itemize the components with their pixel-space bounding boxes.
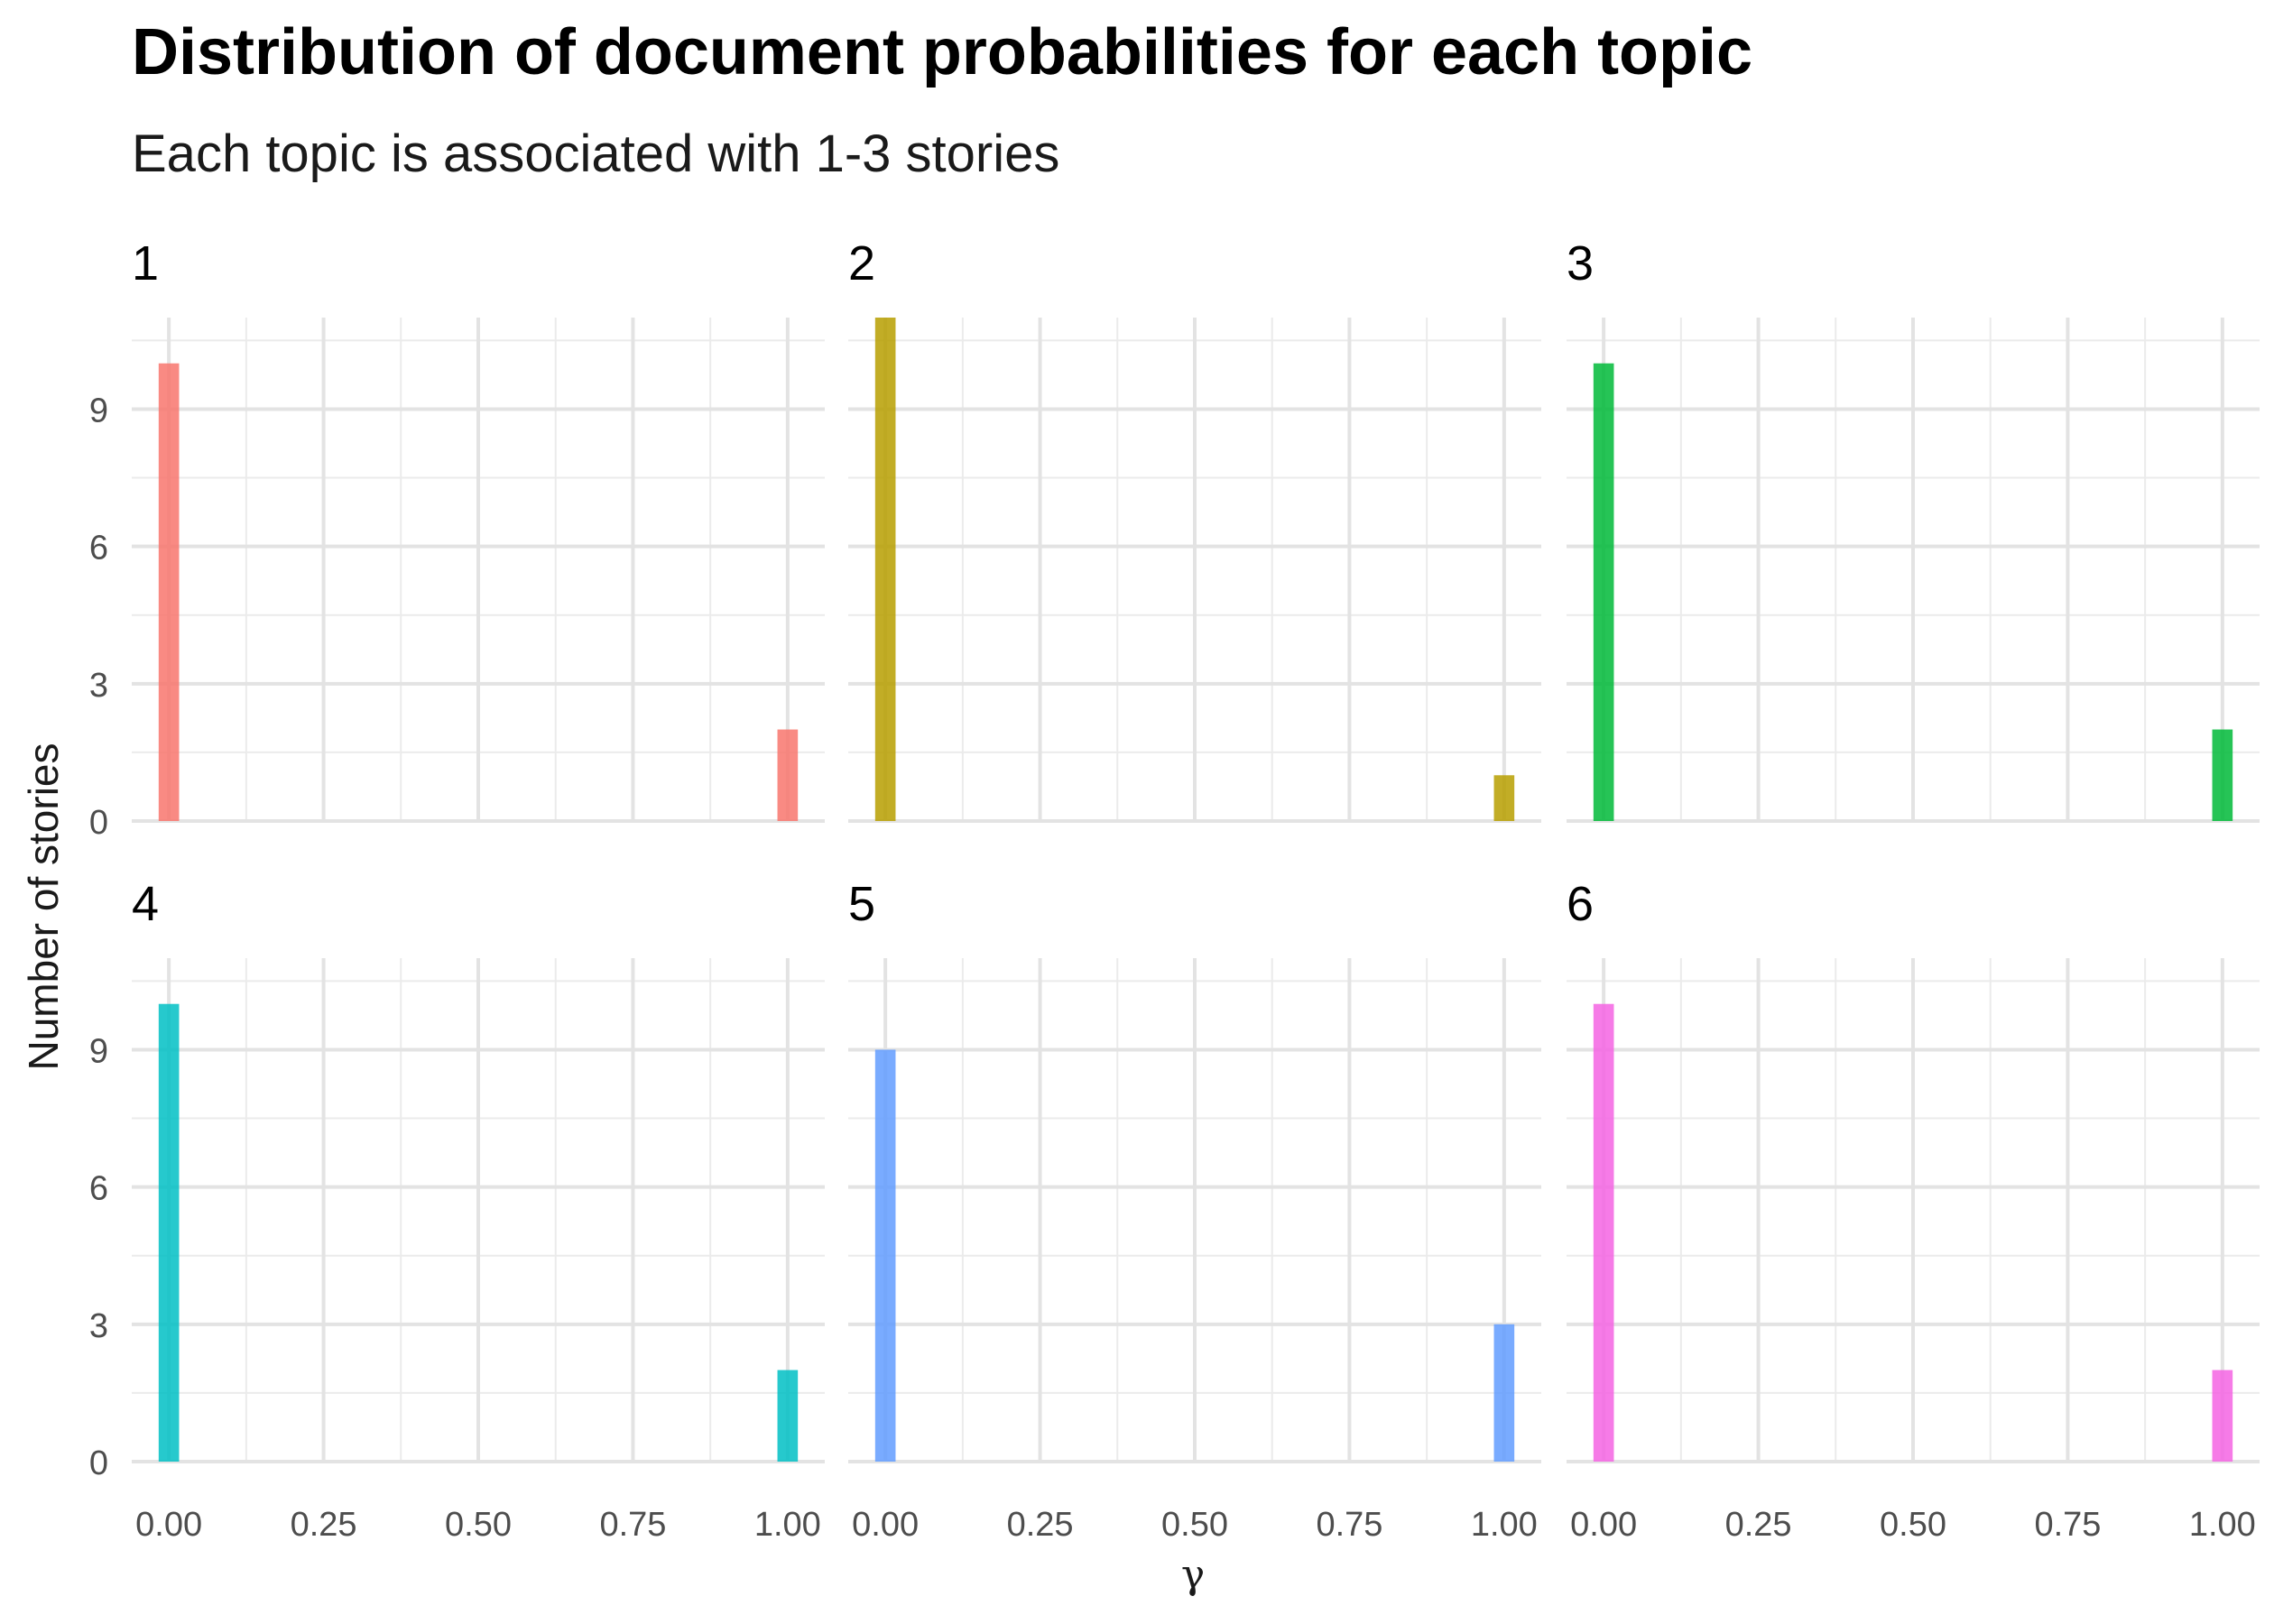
x-tick-label: 1.00 [754, 1506, 821, 1544]
x-tick-label: 1.00 [1471, 1506, 1538, 1544]
y-tick-label: 6 [89, 530, 108, 567]
x-tick-label: 0.00 [852, 1506, 919, 1544]
x-tick-label: 0.75 [2034, 1506, 2101, 1544]
histogram-bar [2212, 1370, 2233, 1462]
y-tick-label: 9 [89, 1032, 108, 1070]
facet-label: 3 [1567, 236, 1594, 291]
x-tick-label: 0.25 [291, 1506, 357, 1544]
y-tick-label: 0 [89, 1444, 108, 1482]
x-tick-label: 0.25 [1725, 1506, 1792, 1544]
x-tick-label: 0.50 [445, 1506, 512, 1544]
facet-panel-2: 2 [848, 236, 1541, 823]
facet-label: 6 [1567, 877, 1594, 931]
histogram-bar [874, 1049, 896, 1462]
x-tick-label: 1.00 [2189, 1506, 2256, 1544]
y-tick-label: 3 [89, 667, 108, 705]
histogram-bar [777, 729, 799, 821]
histogram-bar [777, 1370, 799, 1462]
histogram-bar [158, 1003, 180, 1462]
chart-subtitle: Each topic is associated with 1-3 storie… [132, 125, 1059, 183]
histogram-bar [1493, 775, 1515, 821]
histogram-bar [1593, 363, 1614, 821]
histogram-bar [1593, 1003, 1614, 1462]
y-tick-label: 6 [89, 1170, 108, 1208]
facet-label: 1 [132, 236, 159, 291]
x-tick-label: 0.00 [1570, 1506, 1637, 1544]
chart-title: Distribution of document probabilities f… [132, 16, 1752, 88]
x-tick-label: 0.00 [135, 1506, 202, 1544]
histogram-bar [1493, 1324, 1515, 1462]
facet-label: 5 [848, 877, 875, 931]
histogram-bar [2212, 729, 2233, 821]
facet-panel-1: 1 0 3 6 9 [89, 236, 825, 842]
y-tick-label: 3 [89, 1307, 108, 1345]
facet-panel-4: 4 0 3 6 9 0.00 0.25 0.50 0.75 1.00 [89, 877, 825, 1544]
y-tick-label: 9 [89, 392, 108, 429]
facet-panel-6: 6 0.00 0.25 0.50 0.75 1.00 [1567, 877, 2260, 1544]
x-tick-label: 0.50 [1880, 1506, 1946, 1544]
facet-panel-5: 5 0.00 0.25 0.50 0.75 1.00 [848, 877, 1541, 1544]
facet-label: 2 [848, 236, 875, 291]
x-tick-label: 0.75 [599, 1506, 666, 1544]
x-tick-label: 0.75 [1316, 1506, 1382, 1544]
x-axis-label: γ [1181, 1552, 1205, 1598]
histogram-bar [874, 318, 896, 821]
facet-panel-3: 3 [1567, 236, 2260, 823]
y-axis-label: Number of stories [20, 743, 67, 1070]
x-tick-label: 0.25 [1007, 1506, 1074, 1544]
histogram-bar [158, 363, 180, 821]
facet-label: 4 [132, 877, 159, 931]
y-tick-label: 0 [89, 804, 108, 842]
x-tick-label: 0.50 [1161, 1506, 1228, 1544]
